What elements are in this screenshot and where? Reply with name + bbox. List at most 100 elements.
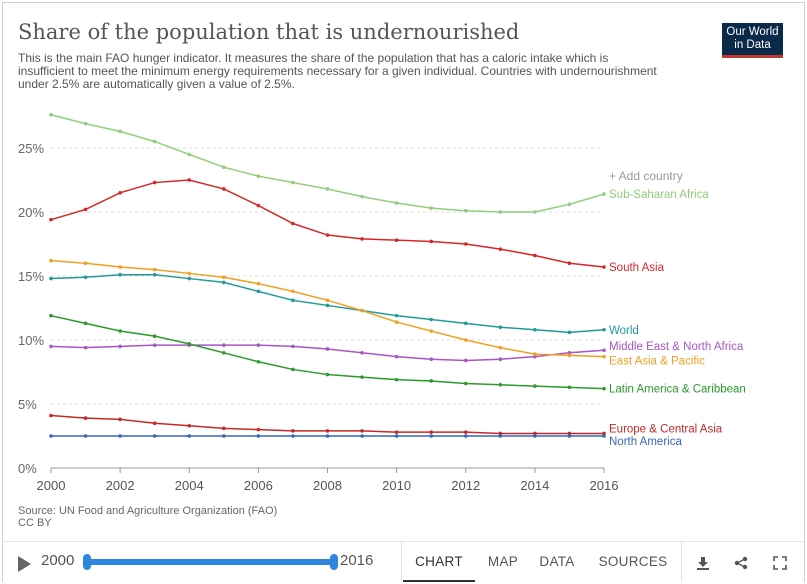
series-label-world[interactable]: World [609,325,639,337]
timeline-slider[interactable] [85,559,335,565]
data-point [256,427,261,432]
data-point [187,271,192,276]
data-point [463,358,468,363]
data-point [222,187,226,191]
data-point [567,261,572,266]
divider [681,542,682,582]
data-point [291,289,295,294]
data-point [83,121,88,126]
data-point [187,276,192,281]
series-label-europe-central-asia[interactable]: Europe & Central Asia [609,423,723,435]
series-label-east-asia-pacific[interactable]: East Asia & Pacific [609,356,705,368]
data-point [118,272,122,277]
data-point [463,338,468,342]
data-point [256,359,261,364]
data-point [291,298,295,303]
line-chart: 0% 5% 10% 15% 20% 25% 2000 2002 2004 2006 2008 2010… [18,112,746,493]
data-point [325,298,330,303]
download-icon[interactable] [683,542,723,582]
data-point [291,367,295,372]
fullscreen-icon[interactable] [760,542,800,582]
license-text: CC BY [18,517,52,529]
data-point [498,325,503,330]
controls-bar: 2000 2016 CHART MAP DATA SOURCES [3,541,804,582]
data-point [394,238,399,242]
data-point [118,434,122,438]
series-label-north-america[interactable]: North America [609,436,682,448]
series-label-sub-saharan-africa[interactable]: Sub-Saharan Africa [609,189,709,201]
data-point [567,202,572,207]
owid-logo[interactable]: Our World in Data [722,23,783,58]
data-point [83,416,88,420]
data-point [429,329,433,333]
data-point [602,327,606,332]
data-point [498,345,503,350]
grid [51,147,604,405]
data-point [291,429,295,433]
x-tick-label: 2006 [244,478,273,493]
play-icon[interactable] [18,556,31,572]
end-year-label: 2016 [340,552,374,569]
series-label-middle-east-north-africa[interactable]: Middle East & North Africa [609,341,744,353]
logo-line-2: in Data [734,39,771,51]
data-point [463,242,468,246]
tab-map[interactable]: MAP [487,554,519,569]
data-point [256,281,261,286]
data-point [291,180,295,185]
data-point [118,329,122,333]
series-label-south-asia[interactable]: South Asia [609,262,665,274]
data-point [533,327,537,332]
data-point [187,423,192,428]
data-point [83,207,88,212]
data-point [256,434,261,438]
data-point [83,345,88,350]
series-line-sub-saharan-africa[interactable] [50,113,605,213]
data-point [394,320,399,324]
data-point [463,381,468,386]
data-point [394,430,399,434]
data-point [49,258,53,263]
divider [401,542,402,582]
data-point [118,129,122,134]
start-year-handle[interactable] [83,554,91,570]
series-line-world[interactable] [50,273,605,334]
data-point [602,354,606,359]
data-point [360,375,364,379]
data-point [325,434,330,438]
data-point [360,237,364,241]
data-point [118,191,122,195]
data-point [222,343,226,347]
series-label-latin-america-caribbean[interactable]: Latin America & Caribbean [609,384,746,396]
data-point [222,351,226,355]
data-point [533,431,537,436]
data-point [152,272,157,277]
data-point [533,434,537,438]
data-point [394,354,399,359]
data-point [394,313,399,318]
data-point [49,413,53,418]
end-year-handle[interactable] [330,554,338,570]
tab-chart[interactable]: CHART [403,542,475,582]
data-point [222,434,226,438]
data-point [83,261,88,266]
x-tick-label: 2008 [313,478,342,493]
data-point [49,112,53,117]
data-point [187,434,192,438]
tab-data[interactable]: DATA [539,554,575,569]
add-country-button[interactable]: + Add country [609,169,683,183]
y-tick-label: 20% [18,205,44,220]
y-tick-label: 25% [18,141,44,156]
data-point [602,192,606,196]
data-point [498,357,503,362]
share-icon[interactable] [721,542,761,582]
data-point [533,253,537,258]
data-point [360,194,364,199]
tab-sources[interactable]: SOURCES [598,554,668,569]
data-point [429,434,433,438]
data-point [360,351,364,355]
data-point [187,152,192,157]
series-line-south-asia[interactable] [50,179,605,268]
data-point [533,384,537,388]
data-point [498,434,503,438]
